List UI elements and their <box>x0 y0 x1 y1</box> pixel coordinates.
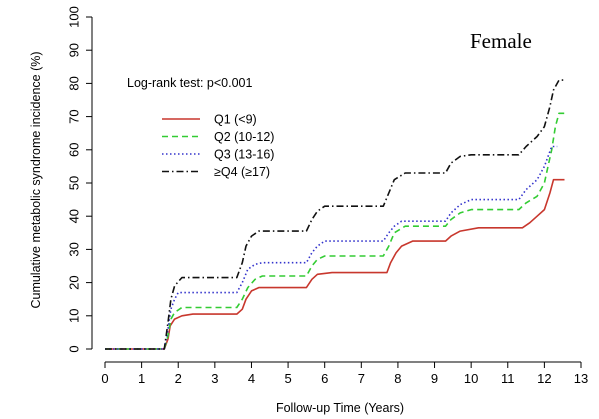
x-tick-label: 12 <box>537 371 551 386</box>
series-line-1 <box>105 178 565 350</box>
y-tick-label: 100 <box>66 6 81 28</box>
y-tick-label: 30 <box>66 242 81 256</box>
y-tick-label: 90 <box>66 43 81 57</box>
x-tick-label: 10 <box>464 371 478 386</box>
x-tick-label: 2 <box>175 371 182 386</box>
y-tick-label: 10 <box>66 309 81 323</box>
chart-title: Female <box>470 29 532 53</box>
legend-label: ≥Q4 (≥17) <box>214 165 270 179</box>
log-rank-annotation: Log-rank test: p<0.001 <box>127 76 252 90</box>
x-tick-label: 5 <box>284 371 291 386</box>
y-tick-label: 50 <box>66 176 81 190</box>
y-tick-label: 0 <box>66 345 81 352</box>
x-tick-label: 4 <box>248 371 255 386</box>
series-line-4 <box>105 79 565 350</box>
x-tick-label: 6 <box>321 371 328 386</box>
x-tick-label: 1 <box>138 371 145 386</box>
y-tick-label: 20 <box>66 275 81 289</box>
series-line-2 <box>105 112 565 350</box>
plot-area <box>105 79 565 350</box>
y-tick-label: 40 <box>66 209 81 223</box>
y-axis-title: Cumulative metabolic syndrome incidence … <box>29 51 43 308</box>
legend-label: Q1 (<9) <box>214 113 257 127</box>
legend-label: Q3 (13-16) <box>214 148 274 162</box>
x-tick-label: 13 <box>574 371 588 386</box>
y-tick-label: 80 <box>66 76 81 90</box>
series-line-3 <box>105 145 558 350</box>
y-tick-label: 60 <box>66 143 81 157</box>
legend: Q1 (<9) Q2 (10-12) Q3 (13-16) ≥Q4 (≥17) <box>162 113 274 179</box>
x-tick-label: 3 <box>211 371 218 386</box>
legend-label: Q2 (10-12) <box>214 130 274 144</box>
x-tick-label: 8 <box>394 371 401 386</box>
y-tick-label: 70 <box>66 109 81 123</box>
x-tick-label: 7 <box>358 371 365 386</box>
x-tick-label: 11 <box>501 371 515 386</box>
x-tick-label: 9 <box>431 371 438 386</box>
x-axis-title: Follow-up Time (Years) <box>276 401 404 415</box>
x-tick-label: 0 <box>101 371 108 386</box>
